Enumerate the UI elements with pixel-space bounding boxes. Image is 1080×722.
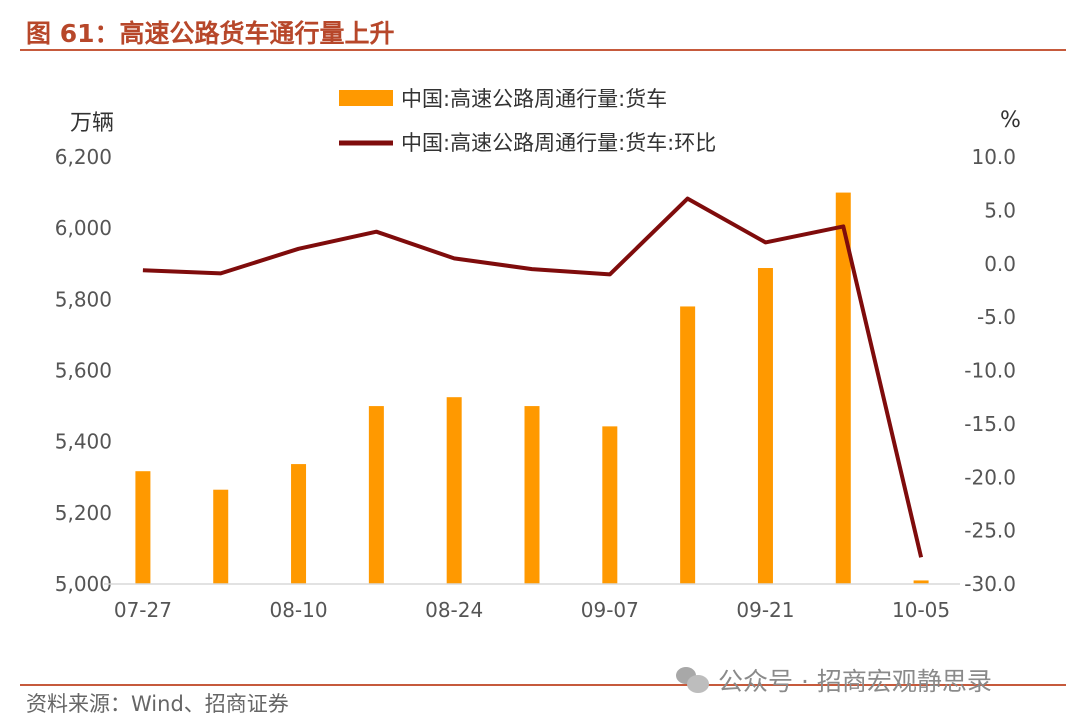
x-axis-ticks: 07-27 08-10 08-24 09-07 09-21 10-05 <box>114 598 950 622</box>
left-tick-label: 6,000 <box>55 216 112 240</box>
x-tick-label: 08-10 <box>269 598 327 622</box>
right-tick-label: 0.0 <box>984 252 1016 276</box>
x-tick-label: 09-07 <box>581 598 639 622</box>
x-tick-label: 10-05 <box>892 598 950 622</box>
right-tick-label: -30.0 <box>964 572 1016 596</box>
line-series <box>142 196 924 558</box>
bar <box>680 306 696 584</box>
bar <box>291 464 307 584</box>
x-tick-label: 08-24 <box>425 598 483 622</box>
left-tick-label: 5,400 <box>55 430 112 454</box>
left-tick-label: 5,200 <box>55 501 112 525</box>
legend-label-bar: 中国:高速公路周通行量:货车 <box>401 87 667 111</box>
left-tick-label: 6,200 <box>55 145 112 169</box>
right-tick-label: -10.0 <box>964 359 1016 383</box>
bar <box>835 192 851 585</box>
watermark-text: 公众号 · 招商宏观静思录 <box>718 667 992 696</box>
right-tick-label: -15.0 <box>964 412 1016 436</box>
legend: 中国:高速公路周通行量:货车 中国:高速公路周通行量:货车:环比 <box>339 87 716 155</box>
x-tick-label: 09-21 <box>736 598 794 622</box>
right-tick-label: -25.0 <box>964 519 1016 543</box>
footer-divider <box>20 684 1066 686</box>
left-tick-label: 5,000 <box>55 572 112 596</box>
legend-swatch-bar <box>339 90 393 106</box>
bar <box>135 471 151 584</box>
legend-label-line: 中国:高速公路周通行量:货车:环比 <box>401 131 716 155</box>
right-tick-label: -20.0 <box>964 465 1016 489</box>
chart: 中国:高速公路周通行量:货车 中国:高速公路周通行量:货车:环比 万辆 % 5,… <box>55 87 1021 622</box>
right-axis-unit: % <box>1000 108 1021 133</box>
left-tick-label: 5,600 <box>55 359 112 383</box>
bar <box>213 489 229 584</box>
left-axis-unit: 万辆 <box>70 111 114 136</box>
wechat-icon <box>676 665 710 695</box>
bar <box>524 406 540 584</box>
watermark: 公众号 · 招商宏观静思录 <box>676 662 992 698</box>
left-axis-ticks: 5,000 5,200 5,400 5,600 5,800 6,000 6,200 <box>55 145 112 596</box>
bar-series <box>135 192 929 585</box>
right-tick-label: 5.0 <box>984 198 1016 222</box>
figure-title: 图 61：高速公路货车通行量上升 <box>26 19 395 48</box>
bar <box>602 426 618 584</box>
right-tick-label: 10.0 <box>971 145 1016 169</box>
x-tick-label: 07-27 <box>114 598 172 622</box>
bar <box>446 397 462 584</box>
bar <box>368 406 384 584</box>
source-note: 资料来源：Wind、招商证券 <box>26 692 289 716</box>
right-axis-ticks: 10.0 5.0 0.0 -5.0 -10.0 -15.0 -20.0 -25.0 -30.0 <box>964 145 1016 596</box>
title-divider <box>20 49 1066 51</box>
right-tick-label: -5.0 <box>977 305 1016 329</box>
bar <box>757 268 773 584</box>
left-tick-label: 5,800 <box>55 287 112 311</box>
bar <box>913 580 929 584</box>
